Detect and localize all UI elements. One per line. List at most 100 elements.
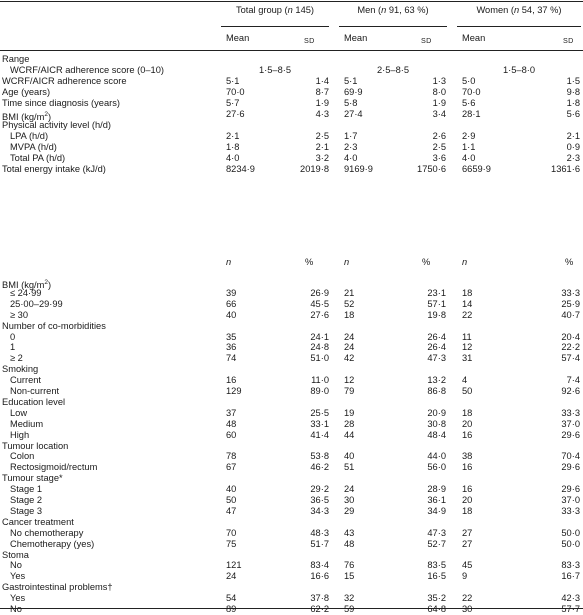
header-mean-men: Mean <box>344 33 368 43</box>
sd-cell: 2·1 <box>566 130 580 141</box>
table-row: BMI (kg/m2) 27·6 4·3 27·4 3·4 28·1 5·6 <box>0 108 583 122</box>
row-label-text: Stoma <box>2 549 29 560</box>
row-label-text: Stage 2 <box>10 495 43 505</box>
percent-cell: 23·1 <box>427 287 446 298</box>
table-row: Non-current 129 89·0 79 86·8 50 92·6 <box>0 386 583 397</box>
count-cell: 16 <box>462 429 473 440</box>
count-cell: 29 <box>344 505 355 516</box>
count-cell: 14 <box>462 298 473 309</box>
men-underline <box>339 26 447 27</box>
bottom-rule <box>0 608 583 609</box>
row-label: Education level <box>2 397 65 408</box>
percent-cell: 19·8 <box>427 309 446 320</box>
count-cell: 37 <box>226 407 237 418</box>
sd-cell: 5·6 <box>566 108 580 119</box>
percent-cell: 51·7 <box>310 538 329 549</box>
count-cell: 45 <box>462 560 473 571</box>
count-cell: 16 <box>462 462 473 473</box>
mean-cell: 27·4 <box>344 108 363 119</box>
percent-cell: 20·9 <box>427 407 446 418</box>
table-row: LPA (h/d) 2·1 2·5 1·7 2·6 2·9 2·1 <box>0 131 583 142</box>
mean-cell: 5·0 <box>462 75 476 86</box>
count-cell: 51 <box>344 462 355 473</box>
count-cell: 24 <box>344 342 355 353</box>
count-cell: 38 <box>462 451 473 462</box>
count-cell: 43 <box>344 527 355 538</box>
table-row: 1 36 24·8 24 26·4 12 22·2 <box>0 342 583 353</box>
percent-cell: 92·6 <box>561 386 580 396</box>
table-row: High 60 41·4 44 48·4 16 29·6 <box>0 430 583 441</box>
row-label-text: Tumour stage* <box>2 473 63 484</box>
table-row: Range <box>0 54 583 65</box>
mean-cell: 4·0 <box>344 152 358 163</box>
row-label: Total energy intake (kJ/d) <box>2 164 106 175</box>
mean-cell: 4·0 <box>226 152 240 163</box>
row-label: Stoma <box>2 550 29 561</box>
percent-cell: 33·3 <box>561 505 580 516</box>
mean-cell: 69·9 <box>344 86 363 97</box>
percent-cell: 50·0 <box>561 538 580 549</box>
table-row: Stage 3 47 34·3 29 34·9 18 33·3 <box>0 506 583 517</box>
count-cell: 76 <box>344 560 355 571</box>
count-cell: 36 <box>226 342 237 353</box>
sd-cell: 0·9 <box>566 141 580 152</box>
sd-cell: 3·4 <box>432 108 446 119</box>
percent-cell: 13·2 <box>427 375 446 386</box>
women-underline <box>457 26 581 27</box>
subheader-n-women: n <box>462 257 468 267</box>
row-label: Stage 1 <box>10 484 42 495</box>
count-cell: 74 <box>226 353 237 364</box>
percent-cell: 30·8 <box>427 418 446 429</box>
row-label-text: Physical activity level (h/d) <box>2 119 112 130</box>
row-label: Gastrointestinal problems† <box>2 582 113 593</box>
percent-cell: 83·5 <box>427 560 446 571</box>
count-cell: 16 <box>462 484 473 495</box>
percent-cell: 34·9 <box>427 505 446 516</box>
table-row: BMI (kg/m2) <box>0 277 583 290</box>
percent-cell: 44·0 <box>427 451 446 462</box>
percent-cell: 26·4 <box>427 342 446 353</box>
count-cell: 66 <box>226 298 237 309</box>
row-label: Age (years) <box>2 87 50 98</box>
table-row: ≥ 2 74 51·0 42 47·3 31 57·4 <box>0 353 583 364</box>
row-label-superscript: 2 <box>44 279 48 286</box>
percent-cell: 37·0 <box>561 418 580 429</box>
total-group-underline <box>221 26 329 27</box>
count-cell: 31 <box>462 353 473 364</box>
count-cell: 54 <box>226 593 237 604</box>
sd-cell: 1·3 <box>432 75 446 86</box>
subheader-n-men: n <box>344 257 350 267</box>
count-cell: 75 <box>226 538 237 549</box>
sd-cell: 4·3 <box>315 108 329 119</box>
row-label-text: Cancer treatment <box>2 516 74 527</box>
count-cell: 16 <box>226 375 237 386</box>
percent-cell: 83·4 <box>310 560 329 571</box>
percent-cell: 64·8 <box>427 604 446 614</box>
sd-cell: 9·8 <box>566 86 580 97</box>
percent-cell: 50·0 <box>561 527 580 538</box>
count-cell: 4 <box>462 375 468 386</box>
row-label-text: 25·00–29·99 <box>10 298 63 309</box>
row-label-text: ≥ 2 <box>10 353 23 364</box>
header-men-n: n <box>381 5 387 15</box>
percent-cell: 62·2 <box>310 604 329 614</box>
table-row: WCRF/AICR adherence score (0–10) 1·5–8·5 2… <box>0 65 583 76</box>
sd-cell: 1361·6 <box>551 163 580 174</box>
mean-cell: 70·0 <box>226 86 245 97</box>
count-cell: 30 <box>462 604 473 614</box>
count-cell: 48 <box>226 418 237 429</box>
sd-cell: 1·8 <box>566 97 580 108</box>
count-cell: 50 <box>226 495 237 505</box>
row-label-text: Education level <box>2 396 66 407</box>
sd-cell: 2·1 <box>315 141 329 152</box>
sd-cell: 8·7 <box>315 86 329 97</box>
percent-cell: 46·2 <box>310 462 329 473</box>
count-cell: 24 <box>226 571 237 582</box>
table-row: Colon 78 53·8 40 44·0 38 70·4 <box>0 451 583 462</box>
percent-cell: 25·9 <box>561 298 580 309</box>
table-row: Smoking <box>0 364 583 375</box>
percent-cell: 47·3 <box>427 527 446 538</box>
percent-cell: 25·5 <box>310 407 329 418</box>
sd-cell: 8·0 <box>432 86 446 97</box>
row-label-text: Non-current <box>10 386 60 396</box>
